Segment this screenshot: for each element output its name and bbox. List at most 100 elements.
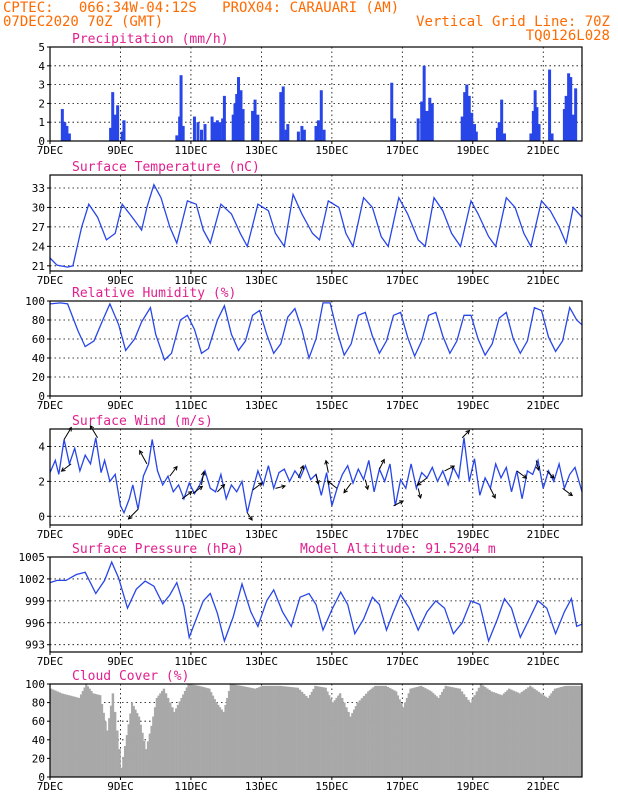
wind-vector	[562, 487, 573, 496]
wind-vector-head	[281, 484, 287, 490]
cloud-cover-column	[367, 691, 370, 777]
cloud-cover-column	[553, 688, 557, 777]
wind-vector-head	[380, 458, 385, 464]
cloud-cover-column	[456, 688, 459, 777]
cloud-cover-column	[494, 692, 498, 777]
cloud-cover-column	[370, 688, 373, 777]
precip-bar	[497, 122, 501, 141]
wind-vector	[216, 484, 225, 493]
wind-vector-head	[549, 474, 555, 479]
precip-bar	[60, 109, 64, 141]
cloud-cover-column	[76, 697, 79, 777]
precip-bar	[463, 92, 467, 141]
cloud-cover-column	[97, 694, 100, 777]
cloud-cover-column	[578, 685, 581, 777]
wind-vector	[246, 512, 253, 521]
wind-vector	[327, 480, 338, 489]
precip-bar	[122, 120, 126, 141]
wind-vector	[489, 488, 496, 499]
cloud-cover-column	[206, 688, 209, 777]
precip-title: Precipitation (mm/h)	[72, 32, 229, 47]
cloud-cover-column	[446, 686, 449, 777]
cloud-cover-column	[382, 685, 386, 777]
cloud-cover-column	[552, 690, 555, 777]
cloud-cover-column	[402, 707, 405, 777]
cloud-cover-column	[409, 688, 412, 777]
cloud-cover-column	[136, 713, 139, 777]
pres-xtick-label: 11DEC	[174, 655, 207, 668]
cloud-cover-column	[125, 735, 128, 777]
rh-ytick-label: 40	[32, 352, 45, 365]
cloud-cover-column	[139, 724, 142, 777]
precip-ytick-label: 4	[38, 60, 45, 73]
cloud-cover-column	[219, 707, 222, 777]
cloud-cover-column	[358, 700, 362, 777]
cloud-cover-column	[422, 686, 425, 777]
cloud-cover-column	[444, 685, 447, 777]
precip-bar	[548, 69, 552, 141]
cloud-cover-column	[248, 687, 251, 777]
cloud-ytick-label: 0	[38, 771, 45, 784]
temp-series-line	[49, 183, 583, 268]
wind-vector-head	[522, 474, 528, 479]
cloud-cover-column	[162, 688, 166, 777]
cloud-cover-column	[576, 685, 579, 777]
cloud-cover-column	[152, 716, 155, 777]
cloud-cover-column	[439, 694, 442, 777]
cloud-cover-column	[208, 688, 211, 777]
cloud-cover-column	[222, 711, 225, 777]
temp-xtick-label: 11DEC	[174, 274, 207, 287]
cloud-cover-column	[566, 685, 569, 777]
cloud-cover-column	[273, 685, 276, 777]
pres-xtick-label: 7DEC	[37, 655, 64, 668]
cloud-ytick-label: 20	[32, 752, 45, 765]
wind-vector-head	[89, 424, 95, 430]
cloud-cover-column	[467, 699, 470, 777]
precip-bar	[537, 124, 541, 141]
precip-ytick-label: 3	[38, 79, 45, 92]
cloud-cover-column	[341, 697, 344, 777]
precip-bar	[236, 77, 240, 141]
cloud-cover-column	[200, 686, 203, 777]
cloud-cover-column	[95, 694, 98, 777]
cloud-cover-column	[88, 688, 91, 777]
cloud-cover-column	[284, 686, 288, 777]
cloud-cover-column	[171, 707, 174, 777]
wind-vector-head	[200, 470, 206, 476]
precip-bar	[281, 86, 285, 141]
precip-bar	[116, 105, 120, 141]
wind-vector-head	[535, 466, 541, 472]
cloud-cover-column	[343, 702, 346, 777]
cloud-cover-column	[164, 693, 168, 777]
wind-xtick-label: 9DEC	[107, 528, 134, 541]
precip-bar	[416, 118, 420, 141]
pres-xtick-label: 9DEC	[107, 655, 134, 668]
cloud-cover-column	[101, 703, 104, 777]
cloud-cover-column	[550, 693, 553, 777]
precip-bar	[222, 95, 226, 141]
cloud-cover-column	[79, 694, 83, 777]
cloud-cover-column	[94, 693, 97, 777]
cloud-cover-column	[238, 685, 241, 777]
precip-bar	[502, 133, 506, 141]
rh-xtick-label: 13DEC	[245, 399, 278, 412]
precip-bar	[210, 116, 214, 141]
cloud-cover-column	[252, 688, 255, 777]
wind-vector-head	[343, 488, 348, 494]
cloud-cover-column	[111, 693, 115, 777]
cloud-cover-column	[123, 746, 127, 777]
cloud-cover-column	[116, 730, 119, 777]
cloud-cover-column	[545, 696, 548, 777]
temp-frame	[49, 174, 583, 272]
cloud-cover-column	[178, 701, 181, 777]
cloud-cover-column	[275, 685, 278, 777]
wind-vector-head	[326, 480, 332, 485]
cloud-cover-column	[368, 690, 371, 777]
precip-bar	[562, 109, 566, 141]
wind-vector-head	[60, 467, 66, 472]
precip-bar	[465, 84, 469, 141]
cloud-cover-column	[280, 686, 284, 777]
cloud-cover-column	[58, 692, 61, 777]
precip-bar	[302, 129, 306, 141]
precip-bar	[470, 112, 474, 141]
